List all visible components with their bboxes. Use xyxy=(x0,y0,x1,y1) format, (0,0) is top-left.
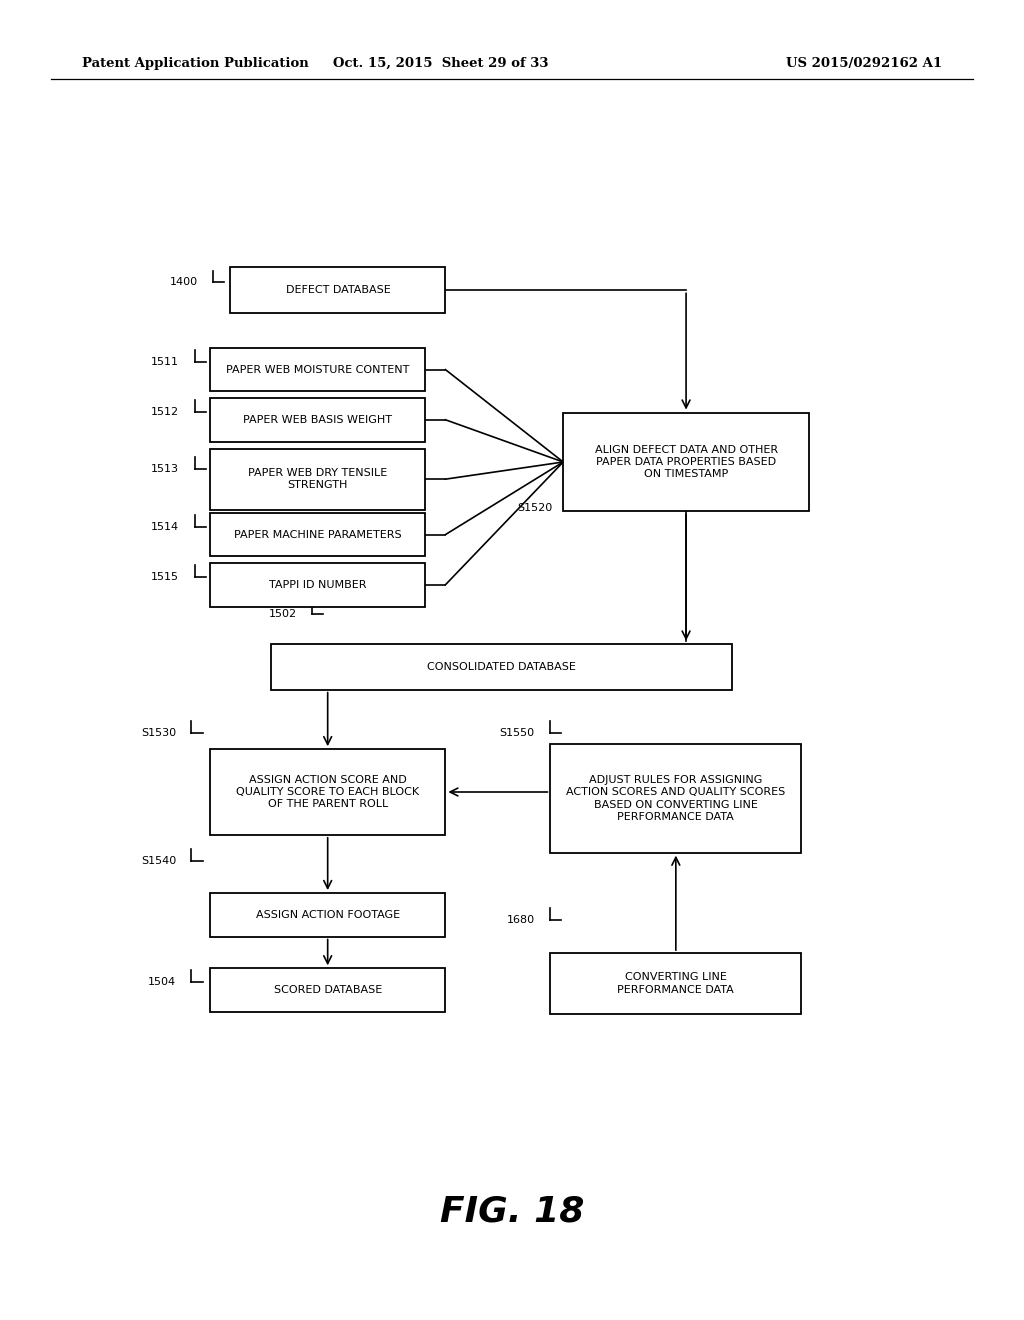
FancyBboxPatch shape xyxy=(210,347,425,391)
Text: 1511: 1511 xyxy=(152,356,179,367)
Text: 1513: 1513 xyxy=(152,463,179,474)
Text: DEFECT DATABASE: DEFECT DATABASE xyxy=(286,285,390,296)
Text: PAPER WEB BASIS WEIGHT: PAPER WEB BASIS WEIGHT xyxy=(243,414,392,425)
FancyBboxPatch shape xyxy=(271,644,732,689)
Text: S1530: S1530 xyxy=(141,727,176,738)
Text: TAPPI ID NUMBER: TAPPI ID NUMBER xyxy=(268,579,367,590)
FancyBboxPatch shape xyxy=(210,748,445,834)
Text: ASSIGN ACTION FOOTAGE: ASSIGN ACTION FOOTAGE xyxy=(256,909,399,920)
FancyBboxPatch shape xyxy=(210,449,425,510)
Text: PAPER WEB DRY TENSILE
STRENGTH: PAPER WEB DRY TENSILE STRENGTH xyxy=(248,469,387,490)
Text: ADJUST RULES FOR ASSIGNING
ACTION SCORES AND QUALITY SCORES
BASED ON CONVERTING : ADJUST RULES FOR ASSIGNING ACTION SCORES… xyxy=(566,775,785,822)
FancyBboxPatch shape xyxy=(210,562,425,606)
Text: Patent Application Publication: Patent Application Publication xyxy=(82,57,308,70)
Text: Oct. 15, 2015  Sheet 29 of 33: Oct. 15, 2015 Sheet 29 of 33 xyxy=(333,57,548,70)
Text: S1540: S1540 xyxy=(141,855,176,866)
Text: FIG. 18: FIG. 18 xyxy=(440,1195,584,1229)
Text: PAPER WEB MOISTURE CONTENT: PAPER WEB MOISTURE CONTENT xyxy=(225,364,410,375)
Text: US 2015/0292162 A1: US 2015/0292162 A1 xyxy=(786,57,942,70)
FancyBboxPatch shape xyxy=(551,953,802,1014)
Text: 1515: 1515 xyxy=(152,572,179,582)
Text: 1680: 1680 xyxy=(507,915,535,925)
Text: ALIGN DEFECT DATA AND OTHER
PAPER DATA PROPERTIES BASED
ON TIMESTAMP: ALIGN DEFECT DATA AND OTHER PAPER DATA P… xyxy=(595,445,777,479)
Text: S1520: S1520 xyxy=(518,503,553,513)
Text: ASSIGN ACTION SCORE AND
QUALITY SCORE TO EACH BLOCK
OF THE PARENT ROLL: ASSIGN ACTION SCORE AND QUALITY SCORE TO… xyxy=(237,775,419,809)
Text: 1512: 1512 xyxy=(152,407,179,417)
Text: PAPER MACHINE PARAMETERS: PAPER MACHINE PARAMETERS xyxy=(233,529,401,540)
FancyBboxPatch shape xyxy=(563,412,809,511)
Text: CONSOLIDATED DATABASE: CONSOLIDATED DATABASE xyxy=(427,661,577,672)
Text: 1502: 1502 xyxy=(269,609,297,619)
FancyBboxPatch shape xyxy=(210,512,425,557)
Text: 1504: 1504 xyxy=(148,977,176,987)
FancyBboxPatch shape xyxy=(210,397,425,441)
FancyBboxPatch shape xyxy=(551,744,802,853)
Text: 1514: 1514 xyxy=(152,521,179,532)
FancyBboxPatch shape xyxy=(210,969,445,1011)
Text: SCORED DATABASE: SCORED DATABASE xyxy=(273,985,382,995)
Text: 1400: 1400 xyxy=(170,277,198,288)
Text: CONVERTING LINE
PERFORMANCE DATA: CONVERTING LINE PERFORMANCE DATA xyxy=(617,973,734,994)
Text: S1550: S1550 xyxy=(500,727,535,738)
FancyBboxPatch shape xyxy=(230,267,445,313)
FancyBboxPatch shape xyxy=(210,892,445,937)
